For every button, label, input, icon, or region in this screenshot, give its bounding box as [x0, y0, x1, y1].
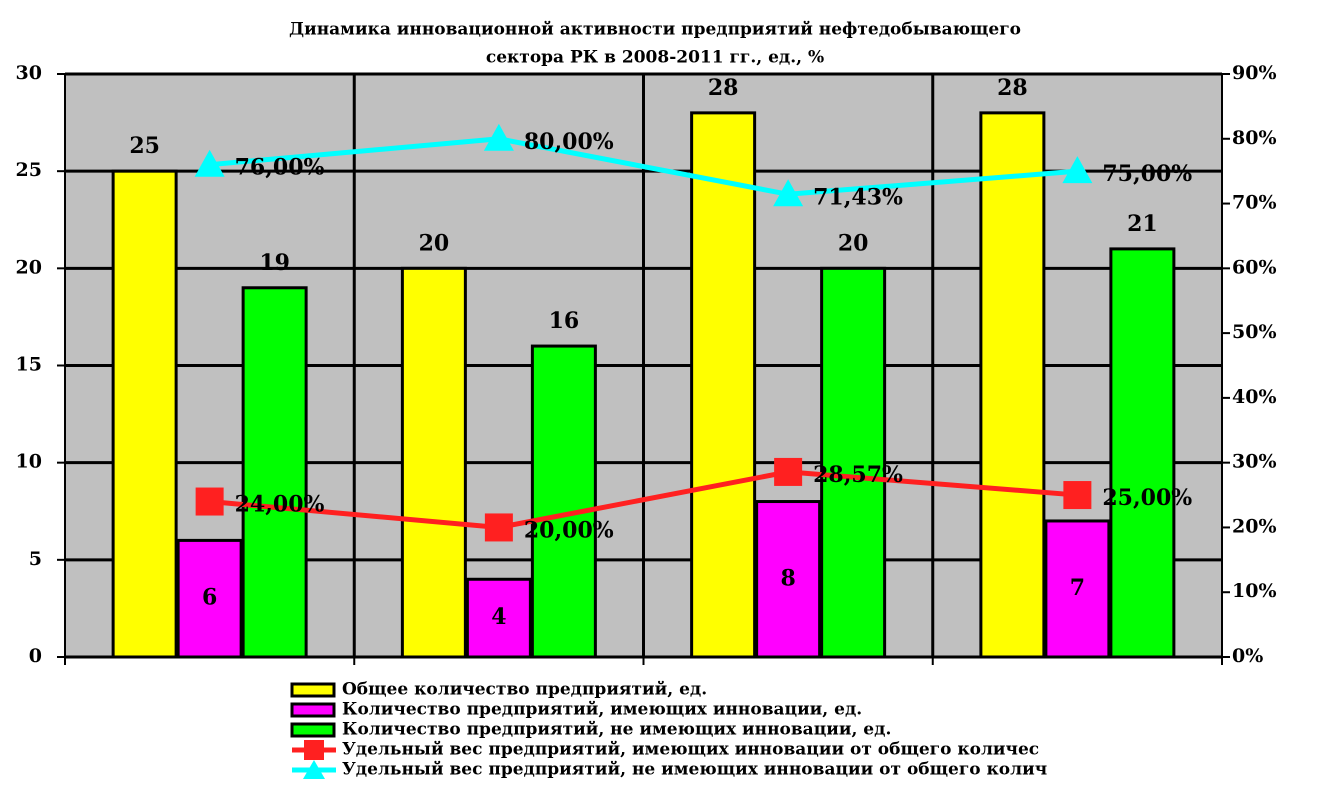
data-label: 20,00% — [524, 517, 614, 543]
data-label: 21 — [1127, 211, 1158, 237]
y2-tick-label: 80% — [1232, 127, 1277, 149]
bar — [1109, 247, 1176, 659]
y-tick-label: 15 — [16, 354, 42, 376]
bar — [1044, 519, 1111, 659]
marker — [1062, 156, 1093, 184]
data-label: 75,00% — [1102, 161, 1192, 187]
data-label: 20 — [838, 230, 869, 256]
y2-tick-label: 30% — [1232, 451, 1277, 473]
chart-title: Динамика инновационной активности предпр… — [289, 20, 1021, 40]
legend-swatch — [290, 722, 336, 738]
data-label: 19 — [259, 250, 290, 276]
y2-tick-label: 90% — [1232, 62, 1277, 84]
legend-marker — [303, 760, 325, 779]
y-tick-label: 25 — [16, 159, 42, 181]
y2-tick-label: 70% — [1232, 192, 1277, 214]
data-label: 28,57% — [813, 462, 903, 488]
marker — [483, 123, 514, 151]
data-label: 7 — [1070, 575, 1085, 601]
legend-label: Количество предприятий, имеющих инноваци… — [342, 700, 862, 720]
data-label: 71,43% — [813, 184, 903, 210]
data-label: 24,00% — [235, 492, 325, 518]
y-tick-label: 10 — [16, 451, 42, 473]
y-tick-label: 30 — [16, 62, 42, 84]
legend-label: Удельный вес предприятий, имеющих иннова… — [342, 740, 1039, 760]
marker — [774, 457, 803, 486]
data-label: 28 — [708, 75, 739, 101]
data-label: 76,00% — [235, 155, 325, 181]
bar — [755, 500, 822, 659]
data-label: 25 — [129, 133, 160, 159]
bar — [176, 538, 243, 659]
y2-tick-label: 10% — [1232, 580, 1277, 602]
chart-title: сектора РК в 2008-2011 гг., ед., % — [486, 48, 824, 68]
y2-tick-label: 50% — [1232, 321, 1277, 343]
marker — [1063, 481, 1092, 510]
data-label: 20 — [419, 230, 450, 256]
marker — [484, 513, 513, 542]
y2-tick-label: 20% — [1232, 515, 1277, 537]
marker — [194, 149, 225, 177]
bar — [820, 266, 887, 659]
data-label: 25,00% — [1102, 485, 1192, 511]
data-label: 16 — [549, 308, 580, 334]
data-label: 4 — [491, 604, 506, 630]
y-tick-label: 20 — [16, 256, 42, 278]
marker — [773, 179, 804, 207]
bar — [241, 286, 308, 659]
data-label: 8 — [780, 565, 795, 591]
legend-marker — [304, 740, 324, 760]
legend-swatch — [290, 682, 336, 698]
data-label: 6 — [202, 585, 217, 611]
legend-label: Удельный вес предприятий, не имеющих инн… — [342, 760, 1047, 780]
line — [209, 136, 1078, 197]
legend-label: Общее количество предприятий, ед. — [342, 680, 707, 700]
bar — [400, 266, 467, 659]
y2-tick-label: 60% — [1232, 256, 1277, 278]
y2-tick-label: 0% — [1232, 645, 1263, 667]
bar — [111, 169, 178, 659]
line — [209, 469, 1078, 530]
bar — [979, 111, 1046, 659]
legend-label: Количество предприятий, не имеющих иннов… — [342, 720, 891, 740]
bar — [530, 344, 597, 659]
data-label: 80,00% — [524, 129, 614, 155]
legend-swatch — [290, 702, 336, 718]
y-tick-label: 0 — [29, 645, 42, 667]
bar — [690, 111, 757, 659]
data-label: 28 — [997, 75, 1028, 101]
bar — [465, 577, 532, 659]
y-tick-label: 5 — [29, 548, 42, 570]
marker — [195, 487, 224, 516]
y2-tick-label: 40% — [1232, 386, 1277, 408]
